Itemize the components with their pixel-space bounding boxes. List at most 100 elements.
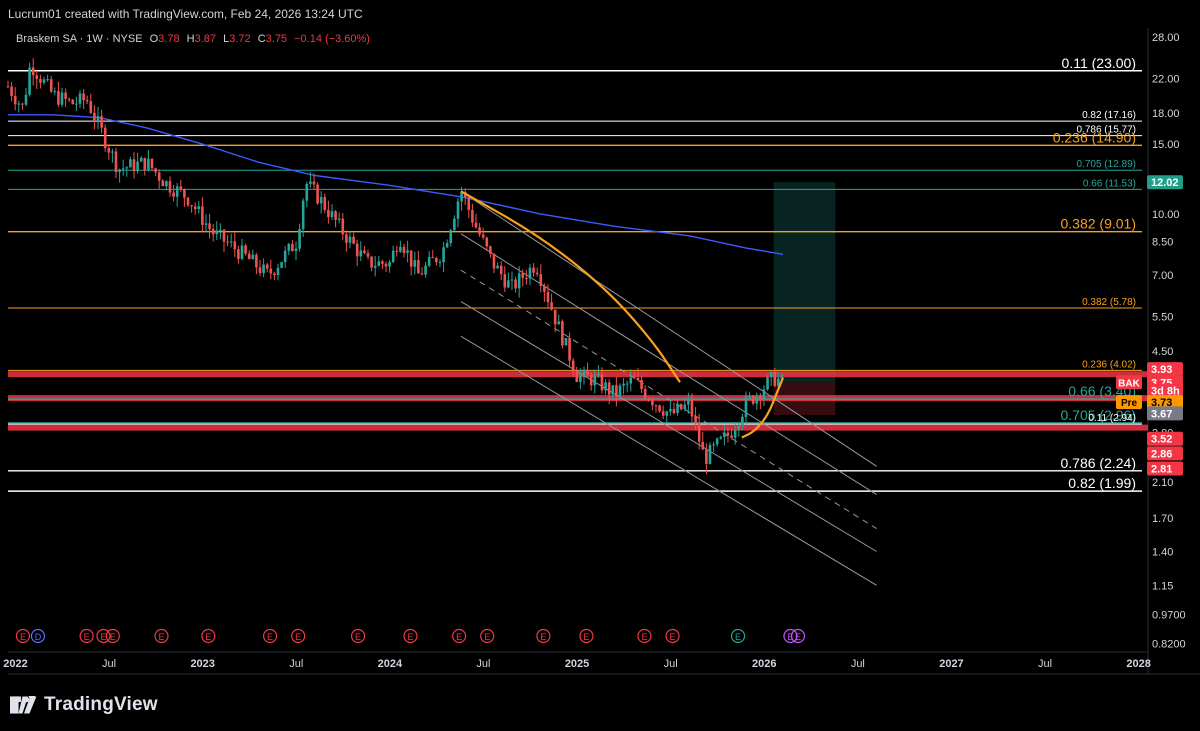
candle-body (607, 382, 611, 395)
red-zone-2[interactable] (8, 424, 1148, 431)
candle-body (744, 397, 748, 417)
candle-body (582, 369, 586, 376)
candle-body (201, 206, 204, 225)
candle-body (557, 321, 561, 325)
price-badge-6[interactable] (1147, 395, 1183, 410)
fib-level-label-4: 0.705 (12.89) (1077, 159, 1137, 170)
candle-body (39, 78, 42, 83)
candle-body (453, 218, 456, 231)
event-marker-label-19: E (795, 632, 801, 642)
event-marker-4[interactable] (105, 628, 120, 644)
price-badge-0[interactable] (1147, 175, 1183, 190)
candle-body (85, 100, 89, 102)
price-axis-tick: 28.00 (1152, 32, 1180, 44)
candle-body (568, 338, 571, 361)
fib-level-label-12: 0.786 (2.24) (1061, 455, 1137, 471)
price-badge-1[interactable] (1147, 362, 1183, 377)
candle-body (571, 360, 575, 373)
event-marker-3[interactable] (96, 628, 111, 644)
event-marker-label-16: E (670, 632, 676, 642)
candle-body (543, 285, 546, 292)
candle-body (625, 383, 629, 385)
candle-body (528, 267, 532, 279)
event-marker-17[interactable] (730, 628, 746, 644)
candle-body (283, 250, 287, 263)
price-badge-text-7: 3.67 (1151, 408, 1172, 420)
event-marker-13[interactable] (536, 628, 551, 644)
candle-body (42, 79, 46, 83)
candle-body (712, 444, 715, 446)
candle-body (6, 86, 10, 88)
badge-tag-5[interactable] (1116, 395, 1142, 410)
candle-body (532, 267, 535, 273)
event-marker-label-8: E (295, 632, 301, 642)
price-badge-text-10: 2.81 (1151, 464, 1172, 476)
orange-arc-up[interactable] (741, 377, 784, 439)
candle-body (708, 444, 712, 464)
price-badge-text-4: 3d 8h (1151, 386, 1180, 398)
event-marker-9[interactable] (350, 628, 366, 644)
event-marker-11[interactable] (452, 628, 467, 644)
candle-body (697, 422, 701, 442)
fib-level-label-13: 0.82 (1.99) (1068, 475, 1136, 491)
candle-body (629, 377, 633, 384)
orange-arc-down[interactable] (460, 190, 681, 383)
candle-body (183, 189, 186, 198)
event-marker-5[interactable] (154, 628, 169, 644)
candle-body (233, 241, 237, 250)
candle-body (561, 321, 564, 346)
candle-body (575, 372, 579, 382)
candle-body (366, 253, 370, 257)
event-marker-12[interactable] (480, 628, 495, 644)
brand-name: TradingView (44, 694, 158, 715)
candle-body (550, 302, 553, 310)
event-marker-15[interactable] (637, 628, 652, 644)
price-badge-10[interactable] (1147, 461, 1183, 476)
event-marker-1[interactable] (30, 628, 46, 644)
event-marker-14[interactable] (579, 628, 594, 644)
event-marker-label-1: D (35, 632, 42, 642)
time-axis-tick: 2027 (939, 658, 963, 670)
price-badge-8[interactable] (1147, 431, 1183, 446)
candle-body (406, 250, 409, 253)
price-badge-9[interactable] (1147, 446, 1183, 461)
candle-body (100, 116, 103, 128)
event-marker-19[interactable] (790, 628, 806, 644)
candle-body (489, 246, 492, 254)
price-badge-7[interactable] (1147, 406, 1183, 421)
candle-body (640, 379, 643, 390)
candle-body (13, 96, 17, 105)
symbol-name[interactable]: Braskem SA · 1W · NYSE (16, 33, 143, 45)
red-zone-1[interactable] (8, 395, 1148, 402)
candle-body (197, 206, 201, 210)
event-marker-6[interactable] (201, 628, 216, 644)
badge-tag-2[interactable] (1116, 375, 1142, 390)
event-marker-label-11: E (456, 632, 462, 642)
candle-body (49, 79, 53, 92)
event-marker-label-9: E (355, 632, 361, 642)
candle-body (733, 430, 737, 438)
tradingview-logo-icon (10, 696, 37, 714)
event-marker-18[interactable] (783, 628, 798, 644)
event-marker-7[interactable] (262, 628, 278, 644)
candle-body (510, 279, 514, 281)
candle-body (611, 385, 615, 395)
event-marker-8[interactable] (291, 628, 306, 644)
long-position-target-zone[interactable] (773, 182, 836, 383)
candle-body (75, 103, 78, 105)
high-value: 3.87 (194, 33, 217, 45)
candle-body (71, 99, 75, 105)
candle-body (208, 223, 211, 230)
candle-body (481, 234, 485, 238)
event-marker-16[interactable] (665, 628, 680, 644)
event-marker-0[interactable] (15, 628, 31, 644)
price-badge-4[interactable] (1147, 383, 1183, 398)
candle-body (276, 267, 280, 276)
tradingview-logo[interactable]: TradingView (10, 694, 158, 716)
event-marker-2[interactable] (79, 628, 94, 644)
event-marker-10[interactable] (403, 628, 418, 644)
candle-body (211, 229, 215, 235)
event-marker-label-17: E (735, 632, 741, 642)
fib-level-label-1: 0.82 (17.16) (1082, 110, 1136, 121)
